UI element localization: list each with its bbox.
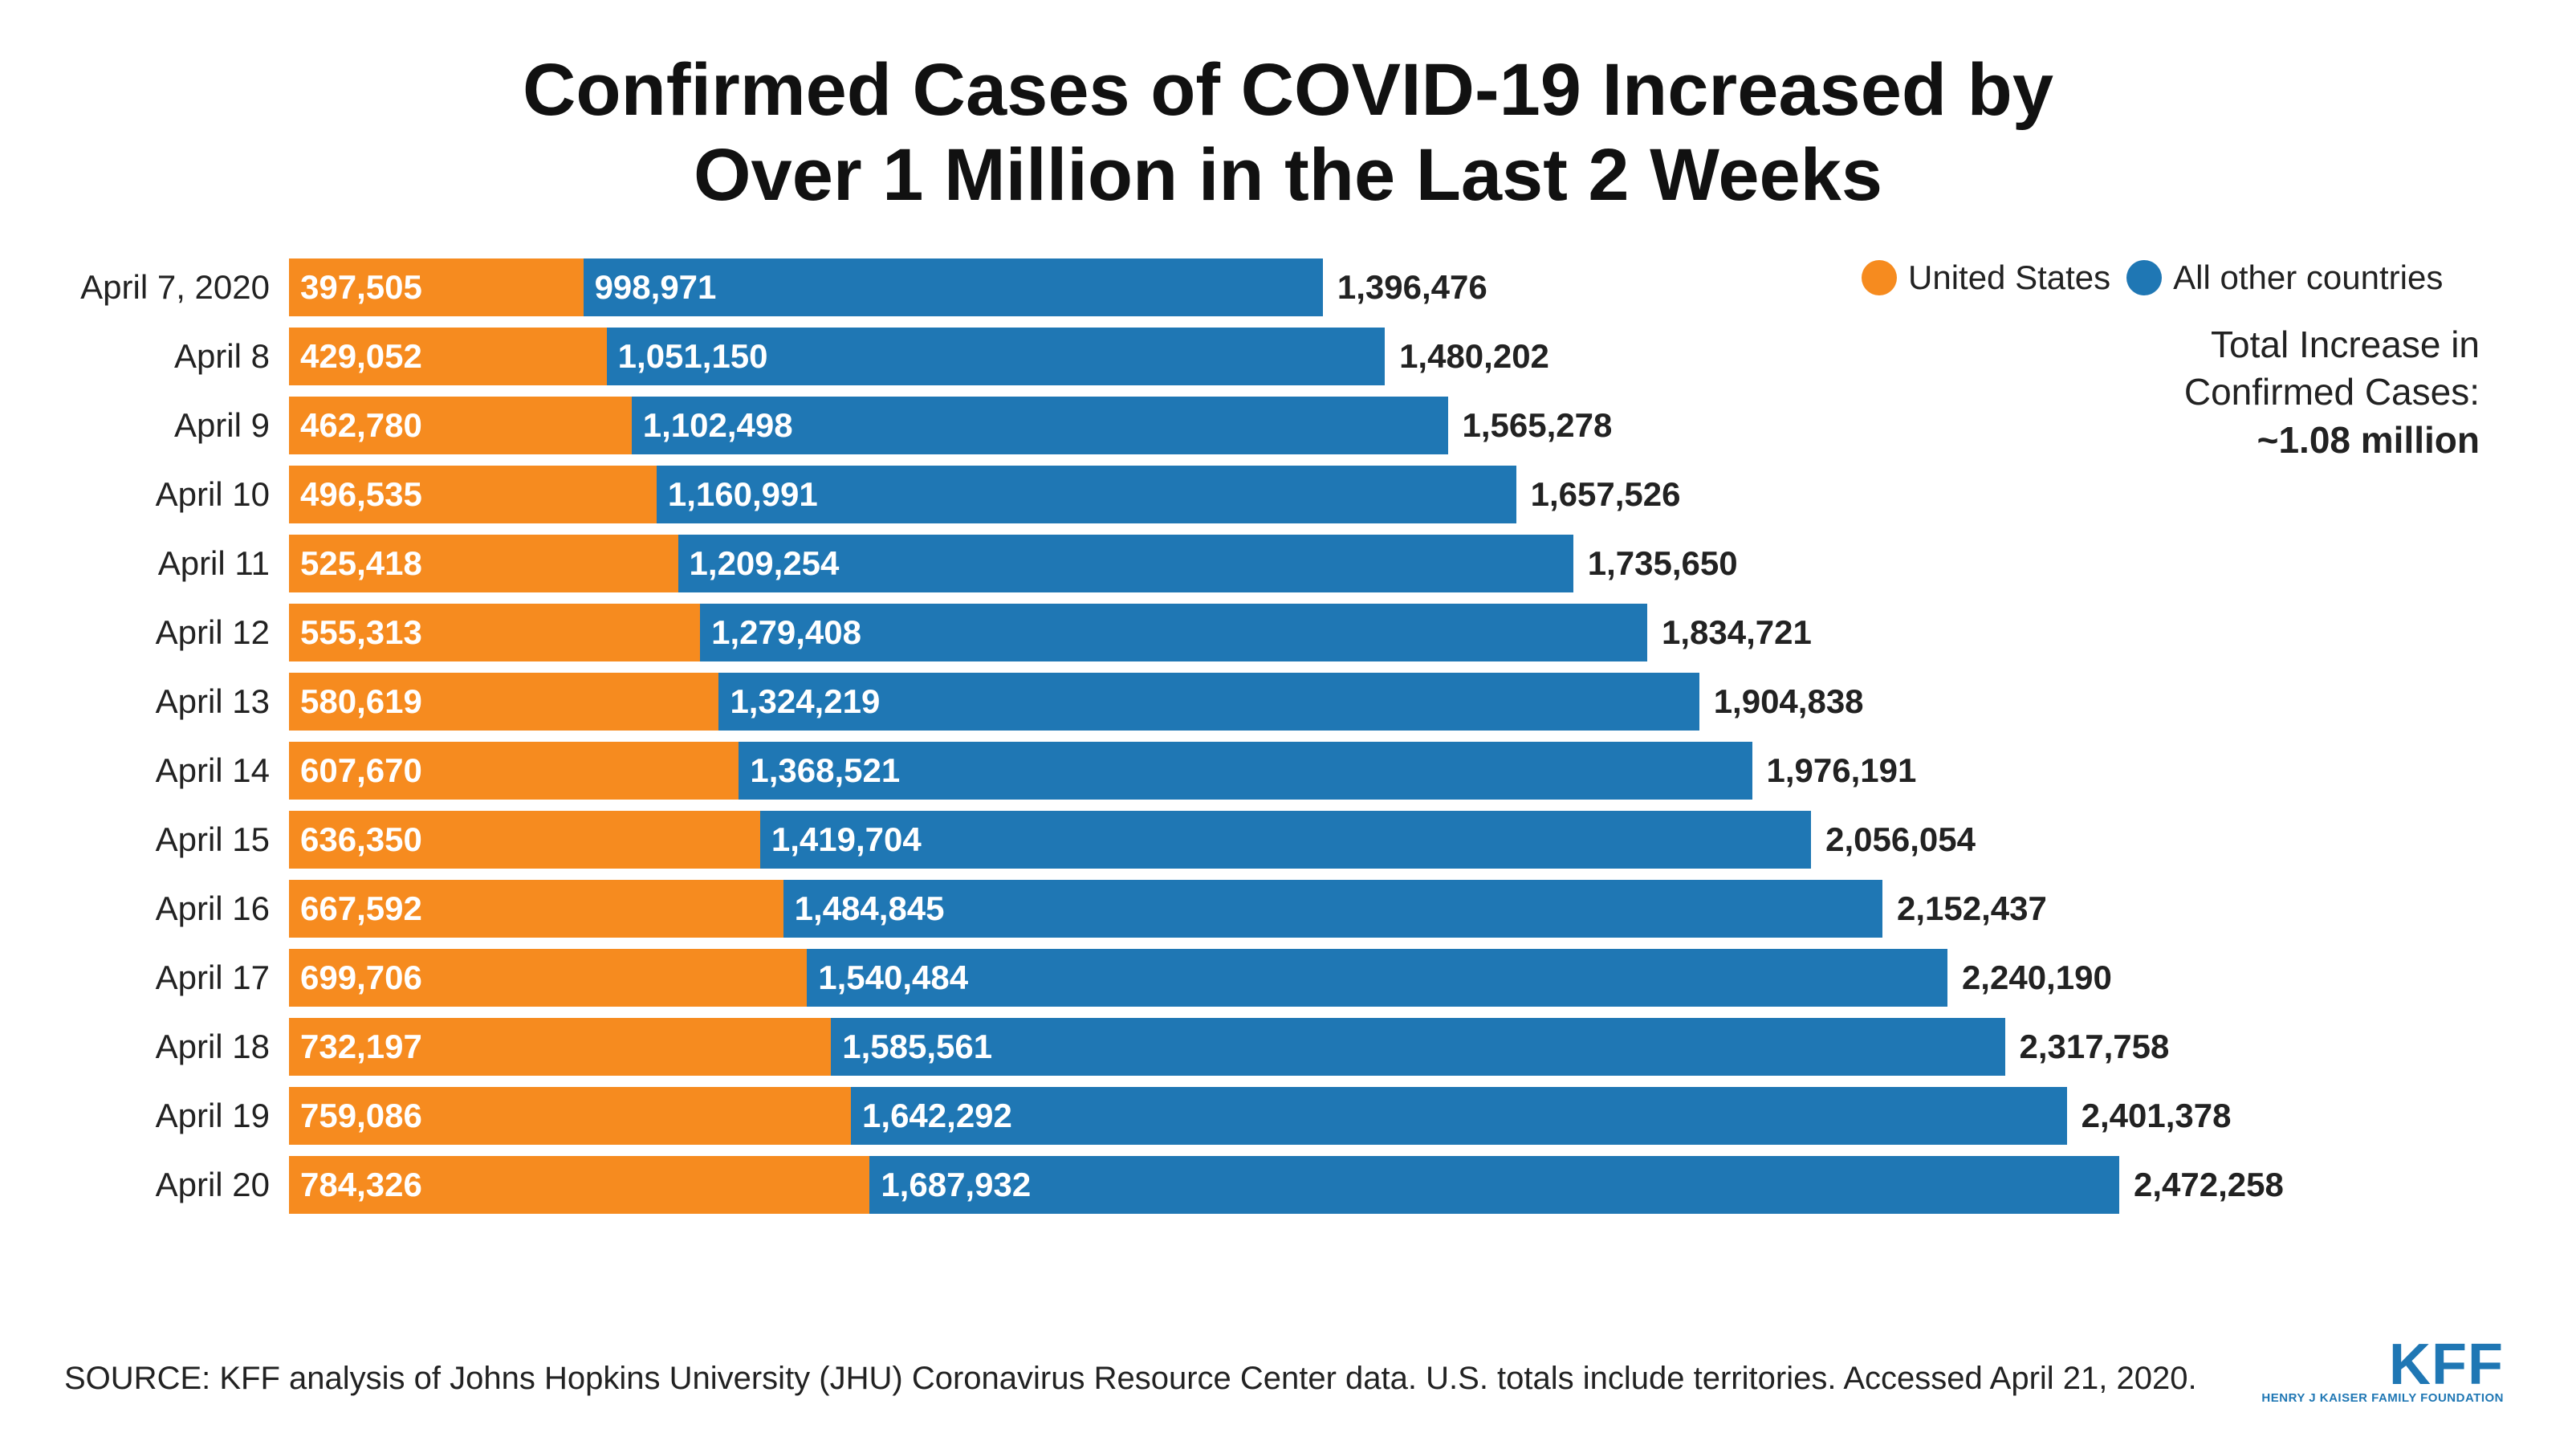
bar-us: 462,780: [289, 397, 632, 454]
bar-us: 397,505: [289, 258, 584, 316]
date-label: April 10: [64, 475, 289, 514]
increase-line-2: Confirmed Cases:: [1862, 368, 2480, 417]
bar-other: 1,540,484: [807, 949, 1947, 1007]
bar-us: 555,313: [289, 604, 700, 661]
date-label: April 19: [64, 1097, 289, 1135]
total-label: 1,565,278: [1448, 406, 1613, 445]
bar-group: 496,5351,160,9911,657,526: [289, 466, 2512, 523]
bar-us: 525,418: [289, 535, 678, 592]
bar-other: 1,209,254: [678, 535, 1573, 592]
chart-row: April 11525,4181,209,2541,735,650: [64, 535, 2512, 592]
bar-us: 636,350: [289, 811, 760, 869]
bar-other: 1,642,292: [851, 1087, 2067, 1145]
date-label: April 7, 2020: [64, 268, 289, 307]
date-label: April 16: [64, 889, 289, 928]
bar-other: 1,279,408: [700, 604, 1647, 661]
bar-us: 732,197: [289, 1018, 831, 1076]
chart-area: April 7, 2020397,505998,9711,396,476 Apri…: [64, 258, 2512, 1225]
total-label: 2,472,258: [2119, 1166, 2284, 1204]
total-label: 2,152,437: [1882, 889, 2047, 928]
date-label: April 20: [64, 1166, 289, 1204]
bar-us: 784,326: [289, 1156, 869, 1214]
legend-label-us: United States: [1908, 258, 2110, 297]
bar-us: 580,619: [289, 673, 718, 731]
source-text: SOURCE: KFF analysis of Johns Hopkins Un…: [64, 1361, 2197, 1397]
chart-row: April 10496,5351,160,9911,657,526: [64, 466, 2512, 523]
date-label: April 13: [64, 682, 289, 721]
date-label: April 8: [64, 337, 289, 376]
bar-other: 1,051,150: [607, 328, 1385, 385]
legend-label-other: All other countries: [2173, 258, 2443, 297]
bar-other: 1,324,219: [718, 673, 1699, 731]
chart-row: April 18732,1971,585,5612,317,758: [64, 1018, 2512, 1076]
total-label: 2,240,190: [1947, 959, 2112, 997]
bar-other: 998,971: [584, 258, 1323, 316]
total-label: 2,401,378: [2067, 1097, 2232, 1135]
bar-us: 496,535: [289, 466, 657, 523]
logo-big: KFF: [2261, 1339, 2504, 1391]
chart-row: April 12555,3131,279,4081,834,721: [64, 604, 2512, 661]
date-label: April 17: [64, 959, 289, 997]
chart-row: April 14607,6701,368,5211,976,191: [64, 742, 2512, 800]
kff-logo: KFF HENRY J KAISER FAMILY FOUNDATION: [2261, 1339, 2504, 1405]
date-label: April 11: [64, 544, 289, 583]
bar-group: 555,3131,279,4081,834,721: [289, 604, 2512, 661]
total-label: 1,976,191: [1752, 751, 1917, 790]
title-line-2: Over 1 Million in the Last 2 Weeks: [64, 133, 2512, 218]
bar-other: 1,368,521: [739, 742, 1752, 800]
chart-row: April 20784,3261,687,9322,472,258: [64, 1156, 2512, 1214]
logo-small: HENRY J KAISER FAMILY FOUNDATION: [2261, 1391, 2504, 1405]
bar-group: 636,3501,419,7042,056,054: [289, 811, 2512, 869]
date-label: April 15: [64, 820, 289, 859]
total-label: 1,834,721: [1647, 613, 1812, 652]
bar-us: 429,052: [289, 328, 607, 385]
bar-group: 759,0861,642,2922,401,378: [289, 1087, 2512, 1145]
total-label: 2,317,758: [2005, 1028, 2170, 1066]
bar-group: 699,7061,540,4842,240,190: [289, 949, 2512, 1007]
legend-item-other: All other countries: [2126, 258, 2443, 297]
total-label: 1,735,650: [1573, 544, 1738, 583]
chart-row: April 19759,0861,642,2922,401,378: [64, 1087, 2512, 1145]
date-label: April 9: [64, 406, 289, 445]
legend-item-us: United States: [1862, 258, 2110, 297]
legend-box: United States All other countries Total …: [1862, 258, 2480, 465]
bar-other: 1,687,932: [869, 1156, 2119, 1214]
chart-title: Confirmed Cases of COVID-19 Increased by…: [64, 48, 2512, 218]
total-label: 1,904,838: [1699, 682, 1864, 721]
total-label: 1,657,526: [1516, 475, 1681, 514]
bar-other: 1,585,561: [831, 1018, 2004, 1076]
legend-swatch-other: [2126, 260, 2162, 295]
chart-row: April 16667,5921,484,8452,152,437: [64, 880, 2512, 938]
total-label: 1,396,476: [1323, 268, 1487, 307]
date-label: April 18: [64, 1028, 289, 1066]
bar-group: 525,4181,209,2541,735,650: [289, 535, 2512, 592]
bar-us: 759,086: [289, 1087, 851, 1145]
chart-row: April 13580,6191,324,2191,904,838: [64, 673, 2512, 731]
chart-row: April 17699,7061,540,4842,240,190: [64, 949, 2512, 1007]
total-label: 2,056,054: [1811, 820, 1976, 859]
legend-row: United States All other countries: [1862, 258, 2480, 297]
increase-value: ~1.08 million: [1862, 417, 2480, 465]
title-line-1: Confirmed Cases of COVID-19 Increased by: [64, 48, 2512, 133]
date-label: April 12: [64, 613, 289, 652]
total-label: 1,480,202: [1385, 337, 1549, 376]
bar-group: 732,1971,585,5612,317,758: [289, 1018, 2512, 1076]
chart-row: April 15636,3501,419,7042,056,054: [64, 811, 2512, 869]
bar-us: 699,706: [289, 949, 807, 1007]
legend-swatch-us: [1862, 260, 1897, 295]
bar-group: 580,6191,324,2191,904,838: [289, 673, 2512, 731]
bar-us: 607,670: [289, 742, 739, 800]
bar-us: 667,592: [289, 880, 783, 938]
bar-other: 1,484,845: [783, 880, 1882, 938]
bar-other: 1,419,704: [760, 811, 1811, 869]
date-label: April 14: [64, 751, 289, 790]
bar-group: 784,3261,687,9322,472,258: [289, 1156, 2512, 1214]
increase-summary: Total Increase in Confirmed Cases: ~1.08…: [1862, 321, 2480, 465]
increase-line-1: Total Increase in: [1862, 321, 2480, 369]
bar-other: 1,160,991: [657, 466, 1516, 523]
bar-other: 1,102,498: [632, 397, 1448, 454]
bar-group: 607,6701,368,5211,976,191: [289, 742, 2512, 800]
bar-group: 667,5921,484,8452,152,437: [289, 880, 2512, 938]
